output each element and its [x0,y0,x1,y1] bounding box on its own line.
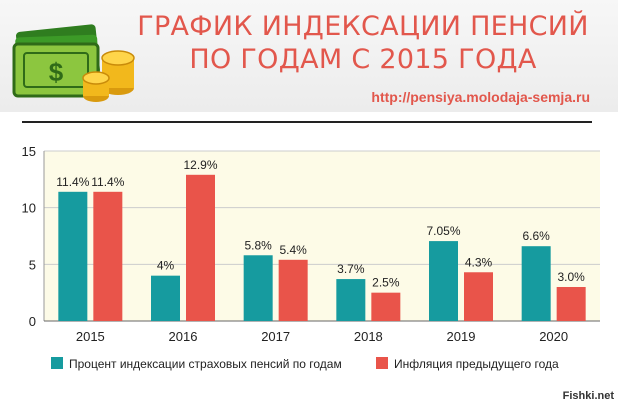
bar-inflation-2019 [464,272,493,321]
bar-inflation-2020 [556,287,586,321]
page-title: ГРАФИК ИНДЕКСАЦИИ ПЕНСИЙ ПО ГОДАМ С 2015… [128,10,598,76]
x-tick-label: 2015 [76,329,105,344]
bar-indexation-2016 [151,275,180,321]
bar-indexation-2019 [429,241,458,321]
y-tick-label: 0 [29,314,36,329]
x-tick-label: 2018 [354,329,383,344]
x-tick-label: 2019 [447,329,476,344]
data-label: 12.9% [183,158,217,172]
legend-label-inflation: Инфляция предыдущего года [394,357,559,371]
data-label: 2.5% [372,276,400,290]
data-label: 4.3% [465,255,493,269]
data-label: 5.8% [244,238,272,252]
y-tick-label: 15 [22,144,36,159]
title-line-1: ГРАФИК ИНДЕКСАЦИИ ПЕНСИЙ [137,11,589,42]
title-line-2: ПО ГОДАМ С 2015 ГОДА [189,44,537,75]
bar-inflation-2016 [186,174,215,321]
header-divider [22,121,592,123]
money-icon: $ [12,24,135,102]
x-tick-label: 2016 [169,329,198,344]
source-url: http://pensiya.molodaja-semja.ru [371,89,590,105]
y-tick-label: 5 [29,257,36,272]
header-banner: $ ГРАФИК ИНДЕКСАЦИИ ПЕНСИЙ ПО ГОДАМ С 20… [0,0,618,112]
bar-inflation-2018 [371,292,401,321]
data-label: 11.4% [91,175,124,189]
data-label: 5.4% [279,243,307,257]
plot-area [44,151,600,321]
legend-label-indexation: Процент индексации страховых пенсий по г… [69,357,342,371]
data-label: 7.05% [426,224,460,238]
data-label: 3.7% [337,262,365,276]
legend-swatch-inflation [376,357,388,369]
data-label: 3.0% [557,270,585,284]
bar-indexation-2018 [336,279,366,321]
data-label: 4% [157,259,175,273]
bar-indexation-2017 [243,255,273,321]
watermark: Fishki.net [562,390,614,402]
bar-indexation-2015 [58,191,88,321]
x-tick-label: 2020 [539,329,568,344]
x-tick-label: 2017 [261,329,290,344]
svg-text:$: $ [49,57,64,87]
data-label: 6.6% [522,229,550,243]
bar-inflation-2015 [93,191,123,321]
legend-swatch-indexation [51,357,63,369]
y-tick-label: 10 [22,201,36,216]
bar-indexation-2020 [521,246,551,321]
data-label: 11.4% [56,175,89,189]
bar-inflation-2017 [278,259,308,321]
